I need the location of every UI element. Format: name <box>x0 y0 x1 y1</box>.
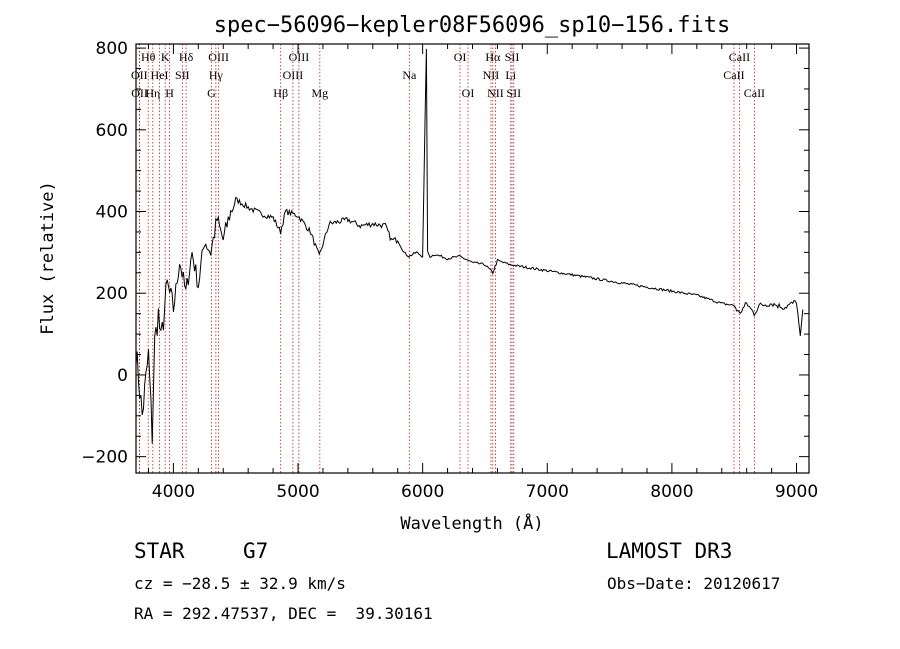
y-tick-label: 200 <box>96 284 128 304</box>
spectral-line-label: CaII <box>744 86 765 100</box>
spectral-line-label: Mg <box>311 86 328 100</box>
axes-ticks: 4000 5000 6000 7000 8000 9000 −200 0 200 400 600 80… <box>81 39 818 502</box>
spectral-line-label: OIII <box>289 50 310 64</box>
spectral-line-label: SII <box>505 50 520 64</box>
spectral-line-label: K <box>161 50 170 64</box>
spectral-line-label: H <box>165 86 174 100</box>
y-tick-label: −200 <box>81 448 128 468</box>
spectral-line-label: OII <box>131 68 148 82</box>
y-tick-label: 800 <box>96 39 128 59</box>
spectral-line-label: CaII <box>729 50 750 64</box>
x-tick-label: 4000 <box>152 482 195 502</box>
spectral-line-label: Hγ <box>209 68 224 82</box>
coordinates: RA = 292.47537, DEC = 39.30161 <box>134 604 433 623</box>
x-tick-label: 8000 <box>650 482 693 502</box>
spectral-line-label: G <box>207 86 216 100</box>
spectral-line-label: CaII <box>723 68 744 82</box>
plot-frame <box>135 43 810 474</box>
chart-title: spec−56096−kepler08F56096_sp10−156.fits <box>214 13 731 38</box>
series-flux <box>135 48 804 444</box>
observation-date: Obs−Date: 20120617 <box>607 574 781 593</box>
object-class: STAR <box>134 539 185 563</box>
spectral-line-label: SII <box>506 86 521 100</box>
survey-name: LAMOST DR3 <box>606 539 733 563</box>
spectral-line-label: Hβ <box>273 86 288 100</box>
spectral-line-label: NII <box>487 86 504 100</box>
spectral-line-label: OIII <box>208 50 229 64</box>
spectral-line-label: OI <box>454 50 467 64</box>
y-axis-label: Flux (relative) <box>38 181 58 335</box>
y-tick-label: 600 <box>96 121 128 141</box>
x-tick-label: 6000 <box>401 482 444 502</box>
x-tick-label: 9000 <box>775 482 818 502</box>
y-tick-label: 0 <box>117 366 128 386</box>
spectral-line-label: Hθ <box>141 50 156 64</box>
series-layer <box>135 48 804 444</box>
spectral-line-label: Na <box>402 68 417 82</box>
y-tick-label: 400 <box>96 203 128 223</box>
spectral-line-label: NII <box>483 68 500 82</box>
spectral-line-label: Li <box>505 68 516 82</box>
redshift-cz: cz = −28.5 ± 32.9 km/s <box>134 574 346 593</box>
spectral-line-label: SII <box>175 68 190 82</box>
spectral-line-label: Hα <box>485 50 501 64</box>
object-subclass: G7 <box>243 539 269 563</box>
spectral-line-label: Hδ <box>179 50 194 64</box>
spectral-line-label: HeI <box>151 68 169 82</box>
spectral-line-label: OIII <box>283 68 304 82</box>
x-axis-label: Wavelength (Å) <box>400 512 543 534</box>
spectral-line-label: Hη <box>145 86 160 100</box>
spectral-line-label: OI <box>462 86 475 100</box>
x-tick-label: 7000 <box>526 482 569 502</box>
x-tick-label: 5000 <box>276 482 319 502</box>
